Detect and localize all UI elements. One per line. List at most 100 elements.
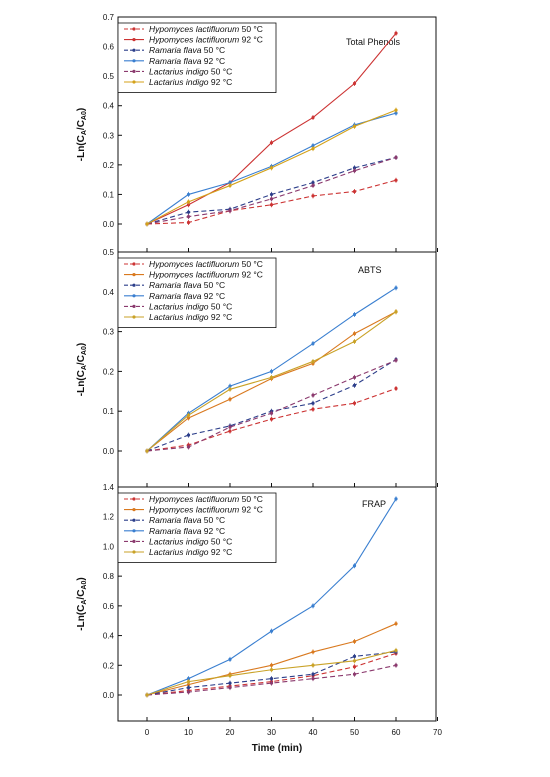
data-point [228, 384, 232, 388]
legend-marker [132, 27, 136, 31]
data-point [311, 663, 315, 667]
data-point [269, 375, 274, 379]
data-point [228, 429, 232, 433]
data-point [186, 210, 191, 214]
data-point [186, 677, 191, 681]
legend-box [117, 257, 277, 328]
data-point [394, 358, 398, 362]
legend-box [117, 492, 277, 563]
data-point [145, 222, 149, 226]
data-point [311, 183, 315, 188]
x-tick-label: 40 [309, 728, 318, 737]
legend-entry: Lactarius indigo 92 °C [149, 547, 232, 557]
data-point [394, 178, 398, 182]
legend-marker [132, 304, 136, 308]
data-point [352, 564, 357, 568]
legend-marker [132, 80, 136, 84]
series-0 [145, 650, 398, 698]
series-1 [145, 309, 398, 454]
data-point [269, 203, 274, 207]
data-point [352, 169, 357, 173]
data-point [311, 115, 315, 120]
data-point [145, 449, 149, 453]
legend-marker [132, 38, 136, 42]
x-tick-label: 70 [433, 728, 442, 737]
legend-entry: Ramaria flava 92 °C [149, 291, 225, 301]
legend-box [117, 22, 277, 93]
legend-entry: Hypomyces lactifluorum 92 °C [149, 505, 263, 515]
legend-entry: Hypomyces lactifluorum 92 °C [149, 270, 263, 280]
data-point [394, 31, 398, 35]
chart-title: Total Phenols [346, 37, 401, 47]
series-line [146, 179, 397, 225]
data-point [394, 286, 398, 290]
legend-marker [132, 497, 136, 501]
y-tick-label: 0.4 [103, 632, 115, 641]
y-tick-label: 0.5 [103, 248, 115, 257]
data-point [186, 680, 191, 684]
legend-entry: Lactarius indigo 50 °C [149, 66, 232, 76]
series-line [146, 311, 397, 452]
data-point [394, 155, 398, 160]
y-tick-label: 0.7 [103, 13, 115, 22]
data-point [228, 657, 232, 661]
data-point [228, 425, 232, 429]
data-point [352, 659, 357, 663]
panel-abts: 0.0 0.1 0.2 0.3 0.4 0.5 -Ln(CA/CA0) ABTS Hypomyc… [76, 248, 438, 488]
series-5 [145, 107, 398, 227]
series-5 [145, 309, 398, 454]
data-point [269, 411, 274, 415]
data-point [269, 668, 274, 672]
data-point [394, 622, 398, 626]
plot-frame [117, 486, 437, 722]
data-point [311, 144, 315, 148]
data-point [352, 339, 357, 344]
data-point [228, 674, 232, 678]
data-point [311, 359, 315, 364]
series-line [146, 311, 397, 452]
legend-marker [132, 529, 136, 533]
y-tick-label: 0.0 [103, 220, 115, 229]
data-point [352, 672, 357, 676]
data-point [352, 375, 357, 379]
series-5 [145, 647, 398, 698]
y-tick-label: 0.5 [103, 72, 115, 81]
y-tick-label: 1.2 [103, 513, 115, 522]
x-tick-label: 0 [145, 728, 150, 737]
data-point [352, 124, 357, 129]
legend-marker [132, 69, 136, 73]
x-axis-title: Time (min) [252, 743, 302, 754]
data-point [352, 654, 357, 658]
x-tick-label: 30 [267, 728, 276, 737]
y-tick-label: 0.0 [103, 691, 115, 700]
legend-marker [132, 59, 136, 63]
data-point [352, 189, 357, 194]
data-point [186, 416, 191, 420]
data-point [352, 312, 357, 317]
data-point [394, 386, 398, 391]
x-tick-label: 10 [184, 728, 193, 737]
data-point [186, 683, 191, 687]
legend-entry: Lactarius indigo 50 °C [149, 301, 232, 311]
data-point [269, 197, 274, 201]
series-line [146, 649, 397, 696]
legend-marker [132, 550, 136, 554]
data-point [186, 203, 191, 207]
y-tick-label: 0.3 [103, 131, 115, 140]
legend-entry: Hypomyces lactifluorum 50 °C [149, 494, 263, 504]
data-point [228, 685, 232, 690]
data-point [269, 192, 274, 197]
data-point [352, 166, 357, 170]
data-point [186, 215, 191, 219]
data-point [269, 681, 274, 685]
legend-marker [132, 539, 136, 544]
y-tick-label: 0.4 [103, 102, 115, 111]
panel-total-phenols: 0.0 0.1 0.2 0.3 0.4 0.5 0.6 0.7 -Ln(CA/CA0) Total… [76, 13, 438, 253]
legend-entry: Hypomyces lactifluorum 92 °C [149, 35, 263, 45]
data-point [186, 445, 191, 449]
legend-marker [132, 283, 136, 287]
legend-entry: Hypomyces lactifluorum 50 °C [149, 24, 263, 34]
chart-title: ABTS [358, 265, 382, 275]
